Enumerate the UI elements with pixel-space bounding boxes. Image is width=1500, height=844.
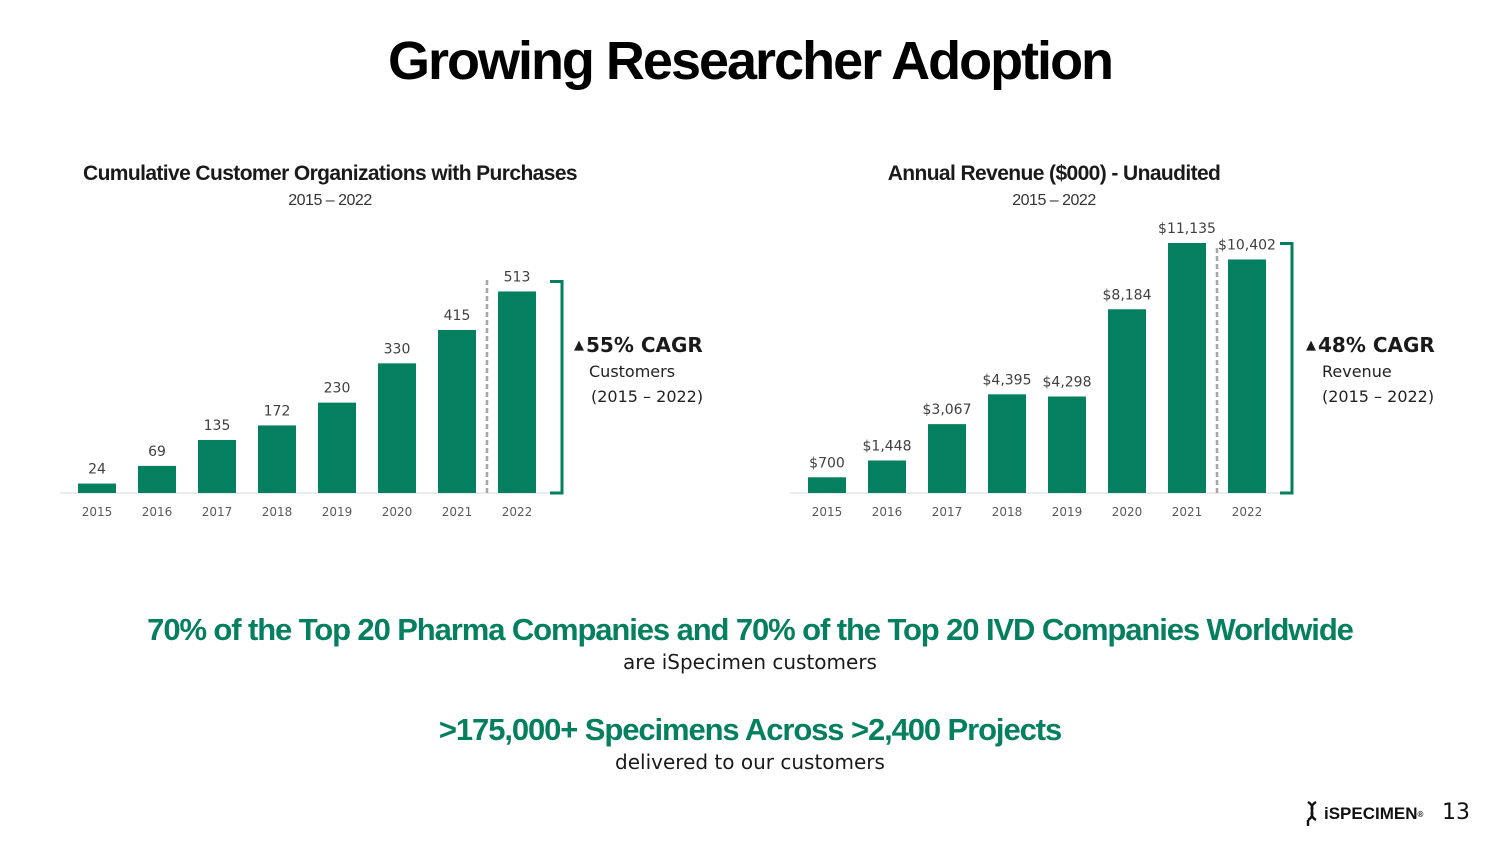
bar-2022 [498, 291, 536, 493]
right-cagr-line2: (2015 – 2022) [1322, 387, 1435, 406]
bar-2019 [1048, 396, 1086, 493]
x-tick-label: 2019 [322, 505, 353, 519]
bar-value-label: 330 [384, 341, 411, 357]
page-number: 13 [1442, 800, 1470, 825]
pharma-highlight: 70% of the Top 20 Pharma Companies and 7… [147, 612, 1354, 647]
bar-2020 [1108, 309, 1146, 493]
brand-name: iSPECIMEN [1324, 804, 1418, 823]
left-cagr-value: 55% CAGR [586, 333, 703, 357]
specimens-highlight-sub: delivered to our customers [615, 750, 885, 774]
right-cagr-value: 48% CAGR [1318, 333, 1435, 357]
x-tick-label: 2020 [1112, 505, 1143, 519]
left-cagr-line2: (2015 – 2022) [591, 387, 704, 406]
bar-value-label: $1,448 [863, 438, 912, 454]
x-tick-label: 2020 [382, 505, 413, 519]
pharma-highlight-sub: are iSpecimen customers [623, 650, 877, 674]
x-tick-label: 2015 [812, 505, 843, 519]
bar-value-label: 135 [204, 418, 231, 434]
bar-value-label: $8,184 [1103, 287, 1152, 303]
bar-2021 [1168, 243, 1206, 493]
x-tick-label: 2021 [442, 505, 473, 519]
revenue-bar-chart: $700 2015 $1,448 2016 $3,067 2017 $4,395 2018 $4… [790, 221, 1294, 519]
left-cagr-headline: ▲ 55% CAGR [574, 332, 703, 359]
customers-bar-chart: 24 2015 69 2016 135 2017 172 2018 230 2019 330 2020… [60, 269, 564, 519]
bar-2018 [258, 425, 296, 493]
right-chart-subtitle: 2015 – 2022 [1012, 192, 1096, 209]
bar-value-label: 24 [88, 462, 106, 478]
cagr-bracket [550, 279, 564, 495]
bar-2016 [138, 465, 176, 493]
x-tick-label: 2022 [502, 505, 533, 519]
bar-2015 [808, 477, 846, 493]
left-cagr-callout: ▲ 55% CAGR Customers (2015 – 2022) [574, 332, 703, 409]
right-cagr-headline: ▲ 48% CAGR [1306, 332, 1435, 359]
bar-value-label: 172 [264, 403, 291, 419]
x-tick-label: 2022 [1232, 505, 1263, 519]
bar-value-label: 415 [444, 308, 471, 324]
bar-2017 [928, 424, 966, 493]
bar-value-label: 513 [504, 269, 531, 285]
bar-2021 [438, 329, 476, 493]
left-chart-subtitle: 2015 – 2022 [288, 192, 372, 209]
slide-title: Growing Researcher Adoption [387, 31, 1114, 91]
x-tick-label: 2016 [142, 505, 173, 519]
x-tick-label: 2017 [932, 505, 963, 519]
up-triangle-icon: ▲ [574, 338, 584, 353]
x-tick-label: 2018 [262, 505, 293, 519]
right-cagr-callout: ▲ 48% CAGR Revenue (2015 – 2022) [1306, 332, 1435, 409]
bar-2018 [988, 394, 1026, 493]
x-tick-label: 2021 [1172, 505, 1203, 519]
cagr-bracket [1280, 241, 1294, 495]
bar-value-label: $4,395 [983, 372, 1032, 388]
bar-value-label: $11,135 [1158, 221, 1216, 237]
right-cagr-line1: Revenue [1322, 362, 1392, 381]
x-tick-label: 2018 [992, 505, 1023, 519]
helix-icon [1306, 800, 1317, 826]
x-tick-label: 2017 [202, 505, 233, 519]
left-chart-title: Cumulative Customer Organizations with P… [83, 162, 578, 185]
bar-value-label: 230 [324, 381, 351, 397]
bar-2015 [78, 483, 116, 493]
right-chart-title: Annual Revenue ($000) - Unaudited [887, 162, 1221, 185]
bar-2020 [378, 363, 416, 493]
bar-value-label: $700 [809, 455, 845, 471]
x-tick-label: 2019 [1052, 505, 1083, 519]
left-cagr-line1: Customers [589, 362, 676, 381]
bar-2016 [868, 460, 906, 493]
x-tick-label: 2016 [872, 505, 903, 519]
bar-value-label: 69 [148, 444, 166, 460]
up-triangle-icon: ▲ [1306, 338, 1316, 353]
x-tick-label: 2015 [82, 505, 113, 519]
bar-value-label: $10,402 [1218, 237, 1276, 253]
bar-value-label: $3,067 [923, 402, 972, 418]
bar-2019 [318, 402, 356, 493]
registered-mark: ® [1417, 809, 1424, 819]
bar-value-label: $4,298 [1043, 375, 1092, 391]
bar-2022 [1228, 259, 1266, 493]
bar-2017 [198, 439, 236, 493]
company-logo: iSPECIMEN ® [1304, 800, 1423, 828]
specimens-highlight: >175,000+ Specimens Across >2,400 Projec… [438, 712, 1062, 747]
